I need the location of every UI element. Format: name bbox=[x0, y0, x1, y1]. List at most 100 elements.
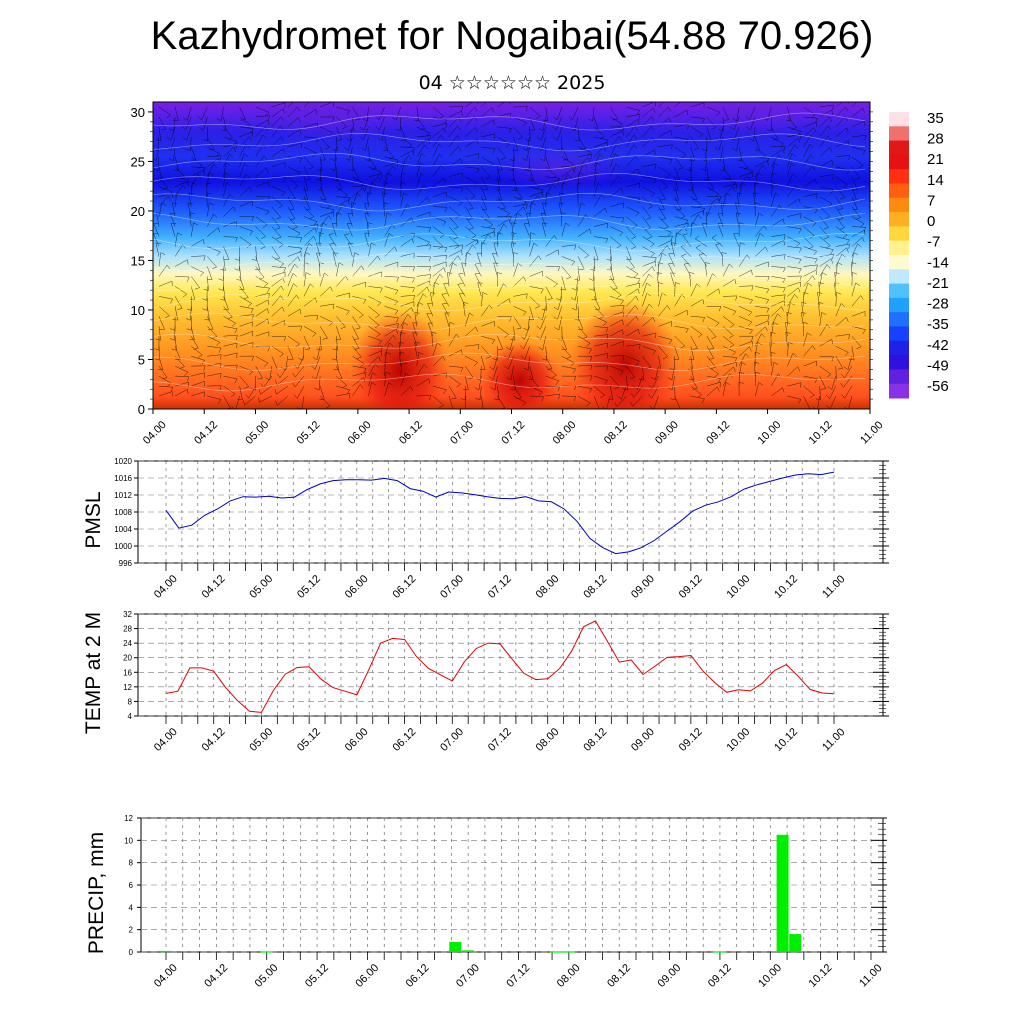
wind-barb-flag bbox=[634, 305, 639, 310]
wind-barb-flag bbox=[267, 318, 269, 324]
wind-barb-flag bbox=[814, 208, 818, 214]
wind-barb bbox=[255, 106, 269, 113]
wind-barb-flag bbox=[614, 153, 620, 157]
wind-barb bbox=[174, 232, 178, 247]
wind-barb-flag bbox=[635, 212, 640, 217]
wind-barb-flag bbox=[568, 116, 573, 120]
wind-barb-flag bbox=[571, 287, 577, 291]
wind-barb-flag bbox=[380, 346, 383, 351]
wind-barb-flag bbox=[504, 365, 509, 370]
wind-barb-flag bbox=[185, 148, 191, 152]
wind-barb-flag bbox=[333, 368, 339, 371]
wind-barb-flag bbox=[566, 276, 571, 280]
wind-barb bbox=[400, 192, 404, 207]
wind-barb bbox=[593, 183, 599, 197]
wind-barb-flag bbox=[597, 182, 603, 187]
wind-barb-flag bbox=[243, 153, 249, 157]
wind-barb bbox=[755, 246, 766, 257]
wind-barb-flag bbox=[457, 255, 461, 261]
wind-barb bbox=[658, 196, 665, 210]
wind-barb-flag bbox=[265, 211, 270, 216]
wind-barb bbox=[223, 162, 227, 177]
wind-barb-flag bbox=[651, 116, 655, 121]
wind-barb bbox=[432, 395, 444, 406]
wind-barb-flag bbox=[459, 117, 462, 123]
wind-barb-flag bbox=[193, 348, 199, 350]
warm-core bbox=[570, 300, 680, 409]
wind-barb-flag bbox=[215, 153, 220, 158]
wind-barb bbox=[851, 295, 861, 307]
wind-barb-flag bbox=[468, 377, 474, 380]
wind-barb-flag bbox=[773, 322, 779, 326]
wind-barb-flag bbox=[292, 372, 296, 378]
wind-barb-flag bbox=[473, 183, 478, 187]
wind-barb-flag bbox=[669, 368, 675, 371]
wind-barb bbox=[529, 186, 544, 191]
wind-barb bbox=[448, 106, 464, 108]
wind-barb bbox=[191, 346, 203, 356]
wind-barb-flag bbox=[375, 116, 380, 120]
wind-barb-flag bbox=[652, 350, 656, 355]
wind-barb-flag bbox=[155, 242, 161, 244]
wind-barb bbox=[771, 286, 786, 288]
wind-barb bbox=[271, 295, 281, 307]
wind-barb bbox=[844, 385, 853, 399]
wind-barb bbox=[271, 246, 281, 259]
wind-barb bbox=[332, 252, 337, 267]
isotherm bbox=[153, 273, 866, 291]
wind-barb-flag bbox=[662, 356, 668, 359]
wind-barb bbox=[658, 245, 668, 257]
wind-barb-flag bbox=[552, 184, 556, 189]
wind-barb bbox=[529, 255, 539, 267]
wind-barb-flag bbox=[702, 317, 705, 323]
wind-barb-flag bbox=[506, 377, 512, 381]
wind-barb-flag bbox=[729, 344, 735, 348]
wind-barb-flag bbox=[177, 308, 183, 310]
wind-barb-flag bbox=[856, 346, 862, 349]
wind-barb bbox=[303, 109, 316, 118]
wind-barb-flag bbox=[574, 139, 580, 142]
wind-barb bbox=[448, 322, 451, 337]
wind-barb-flag bbox=[249, 231, 253, 236]
isotherm bbox=[153, 373, 866, 392]
wind-barb-flag bbox=[275, 400, 278, 406]
wind-barb bbox=[464, 376, 469, 390]
wind-barb bbox=[642, 186, 655, 194]
wind-barb bbox=[271, 125, 281, 138]
wind-barb bbox=[817, 395, 820, 409]
wind-barb-flag bbox=[199, 127, 204, 131]
wind-barb bbox=[835, 262, 838, 277]
wind-barb bbox=[626, 288, 639, 297]
wind-barb-flag bbox=[794, 294, 798, 299]
wind-barb bbox=[561, 146, 569, 160]
wind-barb-flag bbox=[718, 129, 724, 132]
wind-barb-flag bbox=[765, 246, 768, 252]
wind-barb bbox=[384, 136, 388, 151]
colorbar-label: 14 bbox=[927, 172, 944, 189]
wind-barb bbox=[771, 313, 778, 327]
wind-barb-flag bbox=[474, 106, 478, 112]
wind-barb-flag bbox=[421, 153, 426, 157]
wind-barb bbox=[513, 376, 516, 390]
wind-barb-flag bbox=[574, 279, 580, 281]
isotherm bbox=[153, 312, 866, 331]
wind-barb bbox=[835, 303, 842, 317]
wind-barb bbox=[368, 296, 382, 303]
wind-barb-flag bbox=[758, 382, 764, 386]
wind-barb-flag bbox=[669, 159, 673, 165]
wind-barb bbox=[223, 246, 230, 260]
wind-barb bbox=[819, 258, 832, 267]
x-tick-label: 05.12 bbox=[303, 962, 331, 990]
wind-barb-flag bbox=[837, 262, 843, 265]
wind-barb-flag bbox=[846, 127, 849, 133]
wind-barb-flag bbox=[494, 133, 496, 139]
wind-barb-flag bbox=[456, 135, 461, 140]
wind-barb-flag bbox=[770, 331, 776, 334]
wind-barb bbox=[271, 256, 284, 265]
wind-barb bbox=[368, 356, 379, 367]
wind-barb-flag bbox=[849, 358, 855, 361]
wind-barb bbox=[481, 186, 487, 200]
wind-barb bbox=[609, 144, 617, 157]
wind-barb bbox=[674, 186, 679, 201]
wind-barb-flag bbox=[607, 398, 613, 401]
